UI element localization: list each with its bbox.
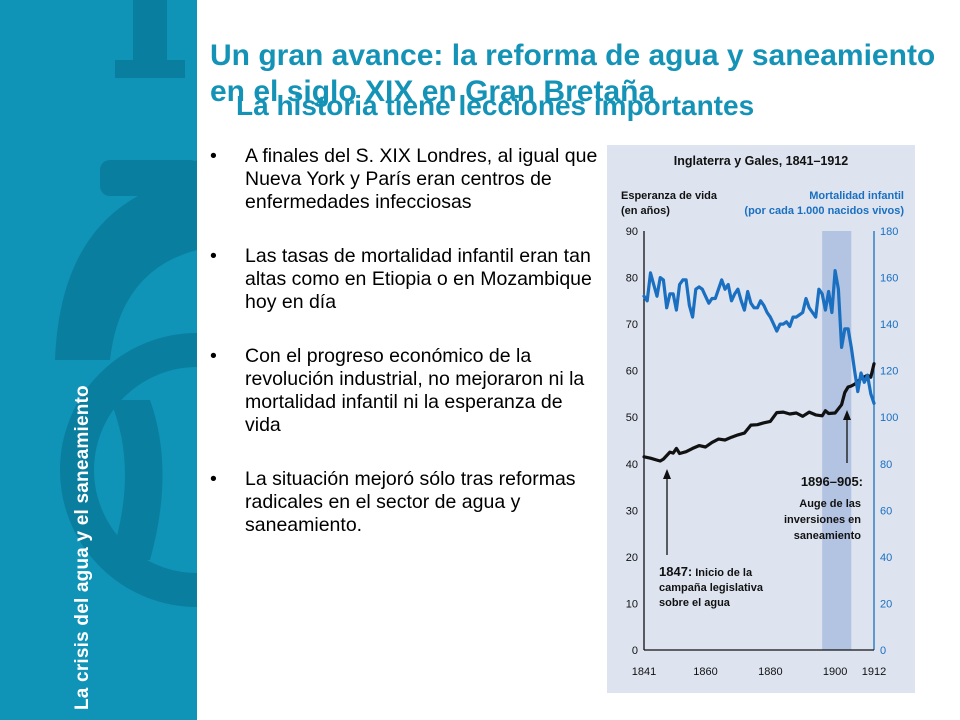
bullet-marker: • [210, 468, 217, 490]
left-tick-label: 20 [626, 552, 638, 564]
life-expectancy-line [642, 362, 876, 463]
chart-axes [643, 231, 875, 651]
annotation-1847-year: 1847: [659, 564, 692, 579]
bullet-marker: • [210, 145, 217, 167]
right-axis-label-line1: Mortalidad infantil [809, 190, 904, 202]
left-tick-label: 80 [626, 273, 638, 285]
right-tick-label: 160 [880, 273, 898, 285]
annotation-1847-line1: Inicio de la [695, 567, 753, 579]
annotation-1847: 1847: Inicio de la [659, 564, 753, 579]
annotation-1896-line2: inversiones en [784, 514, 861, 526]
left-tick-label: 30 [626, 505, 638, 517]
faucet-illustration [55, 0, 197, 607]
bullet-text: A finales del S. XIX Londres, al igual q… [245, 145, 598, 213]
left-tick-label: 90 [626, 226, 638, 238]
bullet-text: Con el progreso económico de la revoluci… [245, 345, 585, 436]
bullet-marker: • [210, 245, 217, 267]
right-tick-label: 80 [880, 459, 892, 471]
annotation-1896-line3: saneamiento [794, 530, 862, 542]
bullet-list: • A finales del S. XIX Londres, al igual … [208, 145, 603, 568]
annotation-1847-arrowhead [663, 469, 671, 479]
tick-labels: 0 10 20 30 40 50 60 70 80 90 0 20 40 60 80 100 120 140 160… [626, 226, 899, 678]
bullet-marker: • [210, 345, 217, 367]
sidebar-decoration: La crisis del agua y el saneamiento [0, 0, 197, 720]
vertical-section-label: La crisis del agua y el saneamiento [72, 385, 93, 710]
chart-background [607, 145, 915, 693]
right-tick-label: 40 [880, 552, 892, 564]
bullet-item: • La situación mejoró sólo tras reformas … [208, 468, 603, 537]
line-chart: Inglaterra y Gales, 1841–1912 Esperanza … [607, 145, 915, 693]
left-tick-label: 50 [626, 412, 638, 424]
right-tick-label: 60 [880, 505, 892, 517]
slide-title: Un gran avance: la reforma de agua y san… [210, 39, 936, 108]
right-tick-label: 140 [880, 319, 898, 331]
right-tick-label: 0 [880, 645, 886, 657]
right-tick-label: 180 [880, 226, 898, 238]
left-tick-label: 40 [626, 459, 638, 471]
x-tick-label: 1841 [632, 666, 656, 678]
x-tick-label: 1880 [758, 666, 782, 678]
right-tick-label: 100 [880, 412, 898, 424]
x-tick-label: 1912 [862, 666, 886, 678]
bullet-item: • A finales del S. XIX Londres, al igual … [208, 145, 603, 214]
left-tick-label: 10 [626, 598, 638, 610]
x-tick-label: 1900 [823, 666, 847, 678]
bullet-text: Las tasas de mortalidad infantil eran ta… [245, 245, 592, 313]
annotation-1847-line2: campaña legislativa [659, 582, 764, 594]
annotations: 1847: Inicio de la campaña legislativa so… [659, 410, 863, 609]
right-tick-label: 120 [880, 366, 898, 378]
left-tick-label: 60 [626, 366, 638, 378]
right-axis-label-line2: (por cada 1.000 nacidos vivos) [744, 205, 904, 217]
bullet-item: • Con el progreso económico de la revoluc… [208, 345, 603, 437]
annotation-1896-arrowhead [843, 410, 851, 420]
annotation-1847-line3: sobre el agua [659, 597, 731, 609]
chart-title: Inglaterra y Gales, 1841–1912 [674, 154, 848, 168]
left-tick-label: 0 [632, 645, 638, 657]
slide-subtitle: La historia tiene lecciones importantes [236, 90, 755, 121]
infant-mortality-line [642, 269, 876, 405]
annotation-1896-year: 1896–905: [801, 474, 863, 489]
left-axis-label-line1: Esperanza de vida [621, 190, 718, 202]
chart-panel: Inglaterra y Gales, 1841–1912 Esperanza … [607, 145, 915, 693]
x-tick-label: 1860 [693, 666, 717, 678]
bullet-item: • Las tasas de mortalidad infantil eran t… [208, 245, 603, 314]
series-lines [642, 269, 876, 463]
bullet-text: La situación mejoró sólo tras reformas r… [245, 468, 576, 536]
annotation-1896-line1: Auge de las [799, 498, 861, 510]
left-axis-label-line2: (en años) [621, 205, 670, 217]
left-tick-label: 70 [626, 319, 638, 331]
right-tick-label: 20 [880, 598, 892, 610]
